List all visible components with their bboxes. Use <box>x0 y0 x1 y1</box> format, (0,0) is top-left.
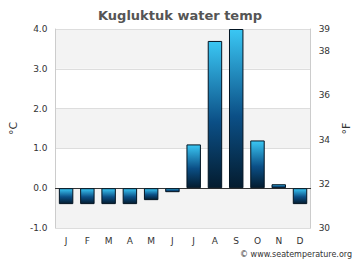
svg-text:M: M <box>147 236 155 246</box>
svg-text:M: M <box>105 236 113 246</box>
svg-text:S: S <box>233 236 239 246</box>
svg-text:D: D <box>297 236 304 246</box>
svg-text:1.0: 1.0 <box>33 143 48 153</box>
svg-text:39: 39 <box>319 24 331 34</box>
svg-text:0.0: 0.0 <box>33 183 48 193</box>
svg-text:3.0: 3.0 <box>33 64 48 74</box>
svg-text:2.0: 2.0 <box>33 104 48 114</box>
svg-text:-1.0: -1.0 <box>30 223 48 233</box>
svg-text:30: 30 <box>319 223 331 233</box>
svg-text:F: F <box>85 236 90 246</box>
svg-text:4.0: 4.0 <box>33 24 48 34</box>
svg-text:J: J <box>64 236 68 246</box>
svg-text:°C: °C <box>7 122 20 136</box>
svg-text:A: A <box>212 236 219 246</box>
svg-text:Kugluktuk water temp: Kugluktuk water temp <box>98 8 262 23</box>
svg-text:32: 32 <box>319 179 330 189</box>
svg-text:N: N <box>275 236 282 246</box>
svg-text:J: J <box>170 236 174 246</box>
svg-text:O: O <box>254 236 261 246</box>
svg-text:38: 38 <box>319 46 331 56</box>
svg-text:36: 36 <box>319 90 331 100</box>
svg-text:J: J <box>191 236 195 246</box>
svg-text:© www.seatemperature.org: © www.seatemperature.org <box>240 250 352 259</box>
svg-text:A: A <box>127 236 134 246</box>
svg-text:34: 34 <box>319 135 331 145</box>
svg-text:°F: °F <box>340 123 353 135</box>
